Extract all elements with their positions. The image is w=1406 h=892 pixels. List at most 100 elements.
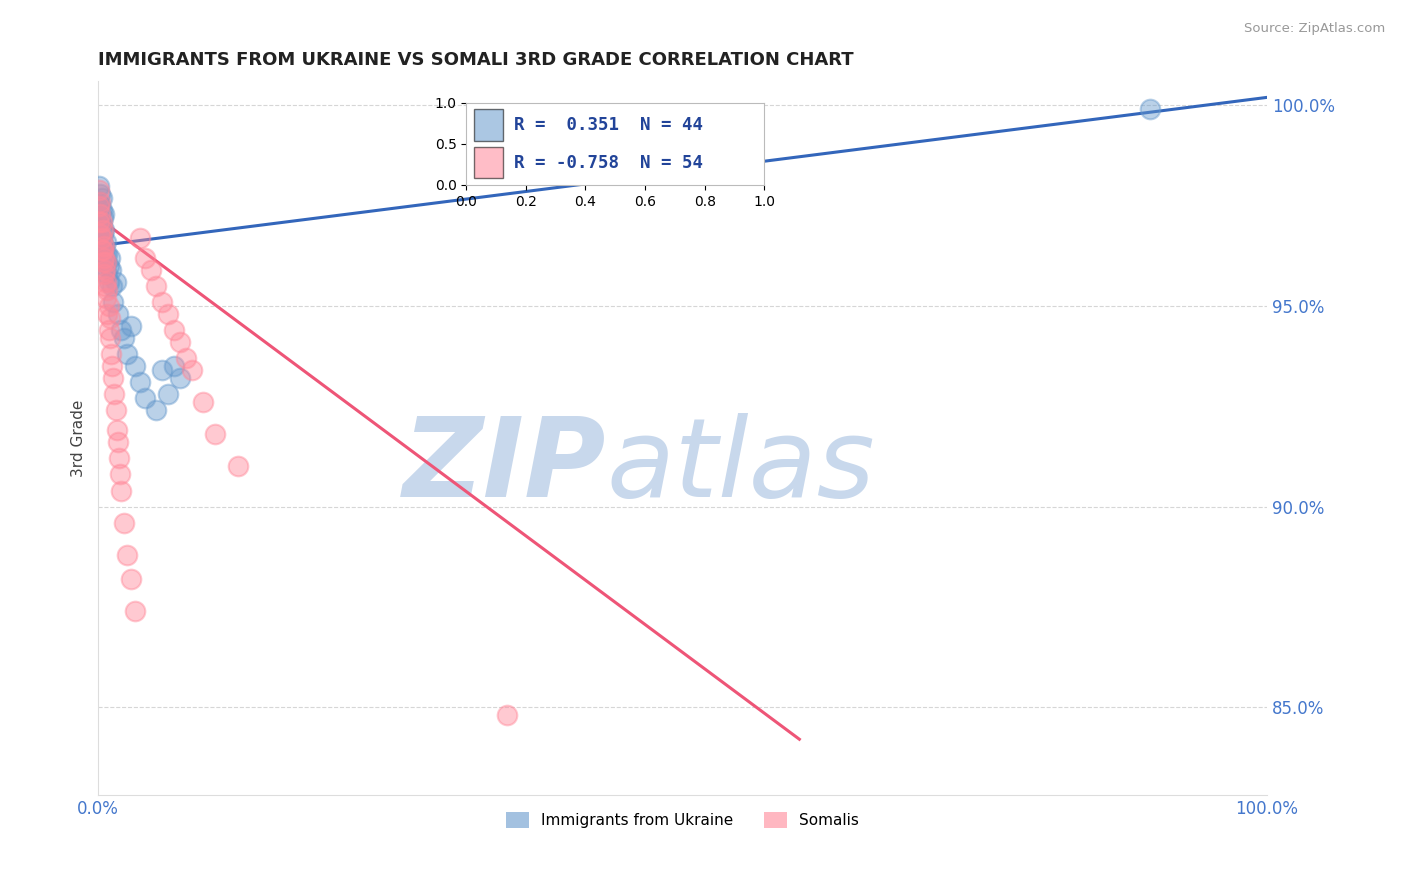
- Point: [107, 307, 129, 321]
- Point: [94, 259, 117, 273]
- Point: [93, 251, 115, 265]
- Point: [101, 279, 124, 293]
- Point: [124, 359, 146, 373]
- Point: [124, 604, 146, 618]
- Point: [89, 183, 111, 197]
- Point: [89, 178, 111, 193]
- Point: [89, 194, 111, 209]
- Point: [89, 194, 111, 209]
- Point: [174, 351, 197, 366]
- Point: [110, 467, 132, 482]
- Point: [90, 215, 112, 229]
- Point: [103, 295, 125, 310]
- Point: [110, 323, 132, 337]
- Y-axis label: 3rd Grade: 3rd Grade: [72, 400, 86, 477]
- Point: [96, 255, 118, 269]
- Point: [94, 279, 117, 293]
- Point: [91, 223, 114, 237]
- Point: [89, 186, 111, 201]
- Point: [145, 279, 167, 293]
- Point: [96, 275, 118, 289]
- Point: [94, 247, 117, 261]
- Point: [134, 391, 156, 405]
- Point: [90, 191, 112, 205]
- Point: [108, 451, 131, 466]
- Point: [150, 363, 173, 377]
- Point: [100, 263, 122, 277]
- Point: [163, 323, 186, 337]
- Point: [104, 275, 127, 289]
- Text: ZIP: ZIP: [404, 413, 606, 520]
- Point: [98, 251, 121, 265]
- Text: IMMIGRANTS FROM UKRAINE VS SOMALI 3RD GRADE CORRELATION CHART: IMMIGRANTS FROM UKRAINE VS SOMALI 3RD GR…: [98, 51, 853, 69]
- Point: [101, 359, 124, 373]
- Point: [129, 375, 152, 389]
- Point: [150, 295, 173, 310]
- Point: [90, 235, 112, 249]
- Point: [96, 267, 118, 281]
- Point: [129, 231, 152, 245]
- Point: [112, 516, 135, 530]
- Point: [90, 231, 112, 245]
- Point: [89, 199, 111, 213]
- Point: [91, 227, 114, 241]
- Legend: Immigrants from Ukraine, Somalis: Immigrants from Ukraine, Somalis: [501, 806, 865, 834]
- Point: [100, 347, 122, 361]
- Point: [117, 347, 139, 361]
- Point: [96, 255, 118, 269]
- Point: [90, 219, 112, 233]
- Point: [139, 263, 162, 277]
- Point: [117, 548, 139, 562]
- Point: [107, 435, 129, 450]
- Point: [103, 371, 125, 385]
- Point: [93, 207, 115, 221]
- Point: [1139, 103, 1161, 117]
- Point: [93, 267, 115, 281]
- Text: atlas: atlas: [606, 413, 875, 520]
- Point: [96, 283, 118, 297]
- Point: [226, 459, 249, 474]
- Point: [96, 307, 118, 321]
- Point: [89, 227, 111, 241]
- Point: [98, 311, 121, 326]
- Point: [120, 572, 142, 586]
- Point: [112, 331, 135, 345]
- Point: [91, 211, 114, 225]
- Point: [98, 331, 121, 345]
- Point: [96, 291, 118, 305]
- Point: [163, 359, 186, 373]
- Point: [89, 215, 111, 229]
- Point: [90, 202, 112, 217]
- Point: [103, 387, 125, 401]
- Point: [96, 235, 118, 249]
- Point: [204, 427, 226, 442]
- Text: Source: ZipAtlas.com: Source: ZipAtlas.com: [1244, 22, 1385, 36]
- Point: [89, 215, 111, 229]
- Point: [97, 275, 120, 289]
- Point: [193, 395, 215, 409]
- Point: [157, 387, 180, 401]
- Point: [120, 319, 142, 334]
- Point: [104, 403, 127, 417]
- Point: [496, 708, 519, 723]
- Point: [97, 323, 120, 337]
- Point: [169, 335, 191, 350]
- Point: [93, 223, 115, 237]
- Point: [91, 255, 114, 269]
- Point: [169, 371, 191, 385]
- Point: [97, 299, 120, 313]
- Point: [91, 243, 114, 257]
- Point: [180, 363, 202, 377]
- Point: [157, 307, 180, 321]
- Point: [89, 211, 111, 225]
- Point: [89, 227, 111, 241]
- Point: [89, 207, 111, 221]
- Point: [90, 243, 112, 257]
- Point: [110, 483, 132, 498]
- Point: [94, 263, 117, 277]
- Point: [93, 239, 115, 253]
- Point: [145, 403, 167, 417]
- Point: [91, 243, 114, 257]
- Point: [97, 259, 120, 273]
- Point: [105, 423, 128, 437]
